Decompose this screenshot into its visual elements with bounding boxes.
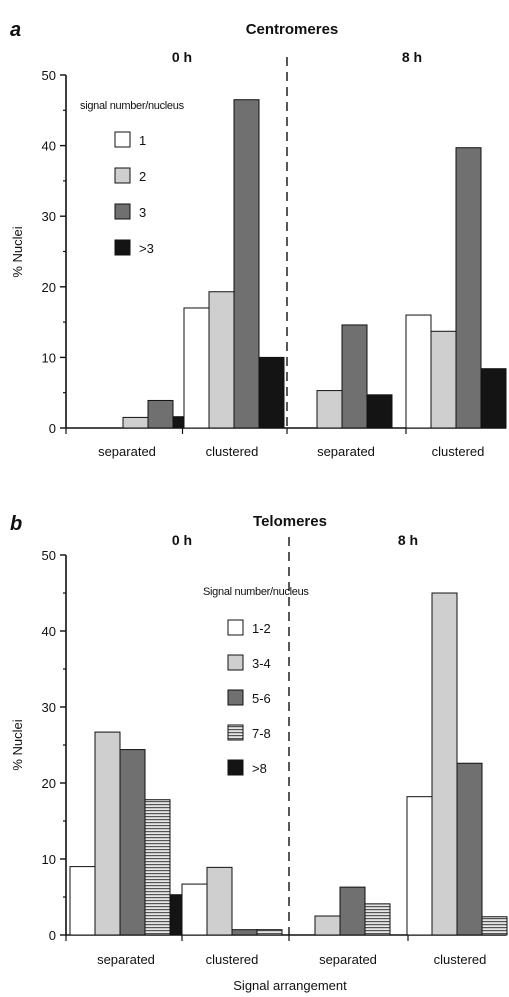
- y-tick-label: 20: [42, 776, 56, 791]
- category-label: clustered: [432, 444, 485, 459]
- legend-swatch: [227, 689, 244, 706]
- y-tick-label: 40: [42, 139, 56, 154]
- legend-swatch: [114, 167, 131, 184]
- y-tick-label: 0: [49, 928, 56, 943]
- y-tick-label: 50: [42, 68, 56, 83]
- bar: [231, 929, 258, 936]
- y-tick-label: 0: [49, 421, 56, 436]
- bar: [364, 903, 391, 936]
- legend-label: 3: [139, 205, 146, 220]
- bar: [455, 147, 482, 429]
- bar: [147, 399, 174, 429]
- bar: [481, 916, 508, 936]
- legend-swatch: [114, 239, 131, 256]
- legend-label: 5-6: [252, 691, 271, 706]
- y-tick-label: 40: [42, 624, 56, 639]
- y-tick-label: 50: [42, 548, 56, 563]
- legend-swatch: [114, 203, 131, 220]
- time-label: 8 h: [398, 532, 418, 548]
- legend-label: 7-8: [252, 726, 271, 741]
- time-label: 8 h: [402, 49, 422, 65]
- bar: [94, 731, 121, 936]
- category-label: separated: [98, 444, 156, 459]
- bar: [208, 291, 235, 429]
- legend-title: Signal number/nucleus: [203, 586, 309, 598]
- legend-swatch: [227, 654, 244, 671]
- bar: [314, 915, 341, 936]
- bar: [480, 368, 507, 429]
- legend-label: 1-2: [252, 621, 271, 636]
- bar: [119, 749, 146, 936]
- bar: [144, 799, 171, 936]
- bar: [256, 929, 283, 936]
- panel-letter: b: [10, 513, 22, 535]
- y-axis-label: % Nuclei: [10, 719, 25, 770]
- bar: [206, 866, 233, 936]
- legend-swatch: [227, 759, 244, 776]
- y-tick-label: 10: [42, 350, 56, 365]
- y-tick-label: 30: [42, 700, 56, 715]
- legend-swatch: [227, 619, 244, 636]
- bar: [431, 592, 458, 936]
- legend-title: signal number/nucleus: [80, 100, 185, 112]
- chart-title: Telomeres: [253, 513, 327, 530]
- y-axis-label: % Nuclei: [10, 226, 25, 277]
- legend-label: 2: [139, 169, 146, 184]
- category-label: separated: [319, 952, 377, 967]
- y-tick-label: 30: [42, 209, 56, 224]
- bar: [430, 330, 457, 429]
- panel-letter: a: [10, 19, 21, 41]
- bar: [181, 883, 208, 936]
- bar: [366, 394, 393, 429]
- legend-swatch: [227, 724, 244, 741]
- y-tick-label: 10: [42, 852, 56, 867]
- legend-label: 1: [139, 133, 146, 148]
- telomeres-panel: b Telomeres 0 h 8 h 0 10 20 30 40 50 % Nuclei separ…: [10, 513, 508, 993]
- bar: [341, 324, 368, 429]
- bar: [405, 314, 432, 429]
- bar: [456, 762, 483, 936]
- bar: [183, 307, 210, 429]
- category-label: separated: [97, 952, 155, 967]
- chart-title: Centromeres: [246, 21, 339, 38]
- bar: [406, 796, 433, 936]
- time-label: 0 h: [172, 532, 192, 548]
- bar: [69, 866, 96, 936]
- category-label: clustered: [206, 444, 259, 459]
- bar: [339, 886, 366, 936]
- legend-label: >8: [252, 761, 267, 776]
- legend-label: >3: [139, 241, 154, 256]
- bar: [122, 416, 149, 429]
- bar: [258, 356, 285, 429]
- bar: [233, 99, 260, 429]
- category-label: separated: [317, 444, 375, 459]
- y-tick-label: 20: [42, 280, 56, 295]
- x-axis-label: Signal arrangement: [233, 978, 347, 993]
- legend-swatch: [114, 131, 131, 148]
- category-label: clustered: [206, 952, 259, 967]
- centromeres-panel: a Centromeres 0 h 8 h 0 10 20 30 40 50 % Nuclei sep…: [10, 19, 507, 459]
- category-label: clustered: [434, 952, 487, 967]
- legend-label: 3-4: [252, 656, 271, 671]
- time-label: 0 h: [172, 49, 192, 65]
- bar: [316, 390, 343, 429]
